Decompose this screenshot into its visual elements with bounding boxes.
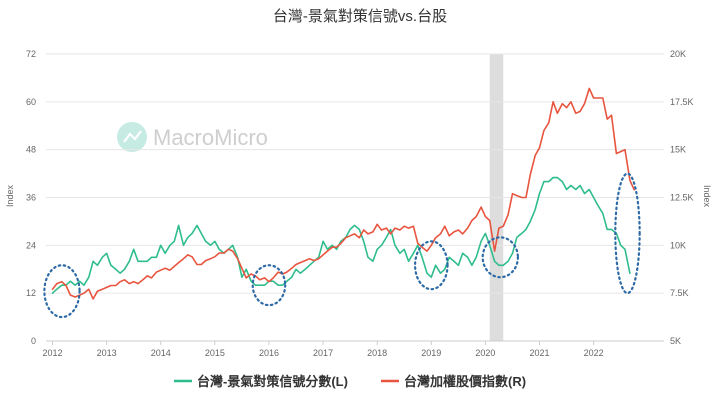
- y-right-tick-label: 5K: [670, 336, 681, 346]
- x-tick-label: 2015: [205, 348, 225, 358]
- x-tick-label: 2017: [313, 348, 333, 358]
- legend-label-taiex: 台灣加權股價指數(R): [404, 374, 526, 389]
- legend[interactable]: 台灣-景氣對策信號分數(L) 台灣加權股價指數(R): [174, 374, 526, 389]
- annotation-ellipses: [43, 172, 641, 319]
- legend-item-taiex[interactable]: 台灣加權股價指數(R): [381, 374, 526, 389]
- y-right-tick-label: 12.5K: [670, 193, 694, 203]
- watermark-text: MacroMicro: [153, 125, 268, 150]
- x-tick-label: 2013: [97, 348, 117, 358]
- annotation-ellipse: [481, 236, 519, 279]
- x-tick-label: 2018: [367, 348, 387, 358]
- annotation-ellipse: [251, 264, 287, 307]
- y-right-tick-label: 20K: [670, 49, 686, 59]
- y-right-tick-label: 17.5K: [670, 97, 694, 107]
- y-left-tick-label: 0: [31, 336, 36, 346]
- y-right-tick-label: 10K: [670, 240, 686, 250]
- x-tick-label: 2016: [259, 348, 279, 358]
- y-axis-left-title: Index: [5, 184, 15, 207]
- x-tick-label: 2021: [530, 348, 550, 358]
- y-left-tick-label: 36: [26, 193, 36, 203]
- y-left-tick-label: 72: [26, 49, 36, 59]
- x-tick-label: 2019: [421, 348, 441, 358]
- y-right-tick-label: 7.5K: [670, 288, 689, 298]
- x-tick-label: 2012: [42, 348, 62, 358]
- y-axis-right-ticks: 5K 7.5K 10K 12.5K 15K 17.5K 20K: [670, 49, 694, 346]
- x-tick-label: 2022: [584, 348, 604, 358]
- y-left-tick-label: 48: [26, 145, 36, 155]
- y-axis-right-title: Index: [702, 185, 712, 208]
- x-axis-ticks: 2012 2013 2014 2015 2016 2017 2018 2019 2020 2021…: [42, 341, 604, 358]
- y-axis-left-ticks: 0 12 24 36 48 60 72: [26, 49, 36, 346]
- legend-label-signal-score: 台灣-景氣對策信號分數(L): [197, 374, 348, 389]
- watermark: MacroMicro: [117, 122, 268, 152]
- series-line-taiex[interactable]: [51, 87, 636, 300]
- annotation-ellipse: [43, 264, 81, 319]
- y-right-tick-label: 15K: [670, 145, 686, 155]
- annotation-ellipse: [614, 172, 641, 295]
- series-layer: [51, 87, 636, 300]
- gridlines: [46, 53, 664, 342]
- chart-title: 台灣-景氣對策信號vs.台股: [273, 8, 447, 25]
- annotation-ellipse: [413, 240, 449, 291]
- legend-item-signal-score[interactable]: 台灣-景氣對策信號分數(L): [174, 374, 348, 389]
- y-left-tick-label: 12: [26, 288, 36, 298]
- series-line-signal-score[interactable]: [51, 176, 631, 295]
- watermark-trend-icon: [123, 130, 142, 143]
- y-left-tick-label: 60: [26, 97, 36, 107]
- x-tick-label: 2014: [151, 348, 171, 358]
- y-left-tick-label: 24: [26, 240, 36, 250]
- x-tick-label: 2020: [475, 348, 495, 358]
